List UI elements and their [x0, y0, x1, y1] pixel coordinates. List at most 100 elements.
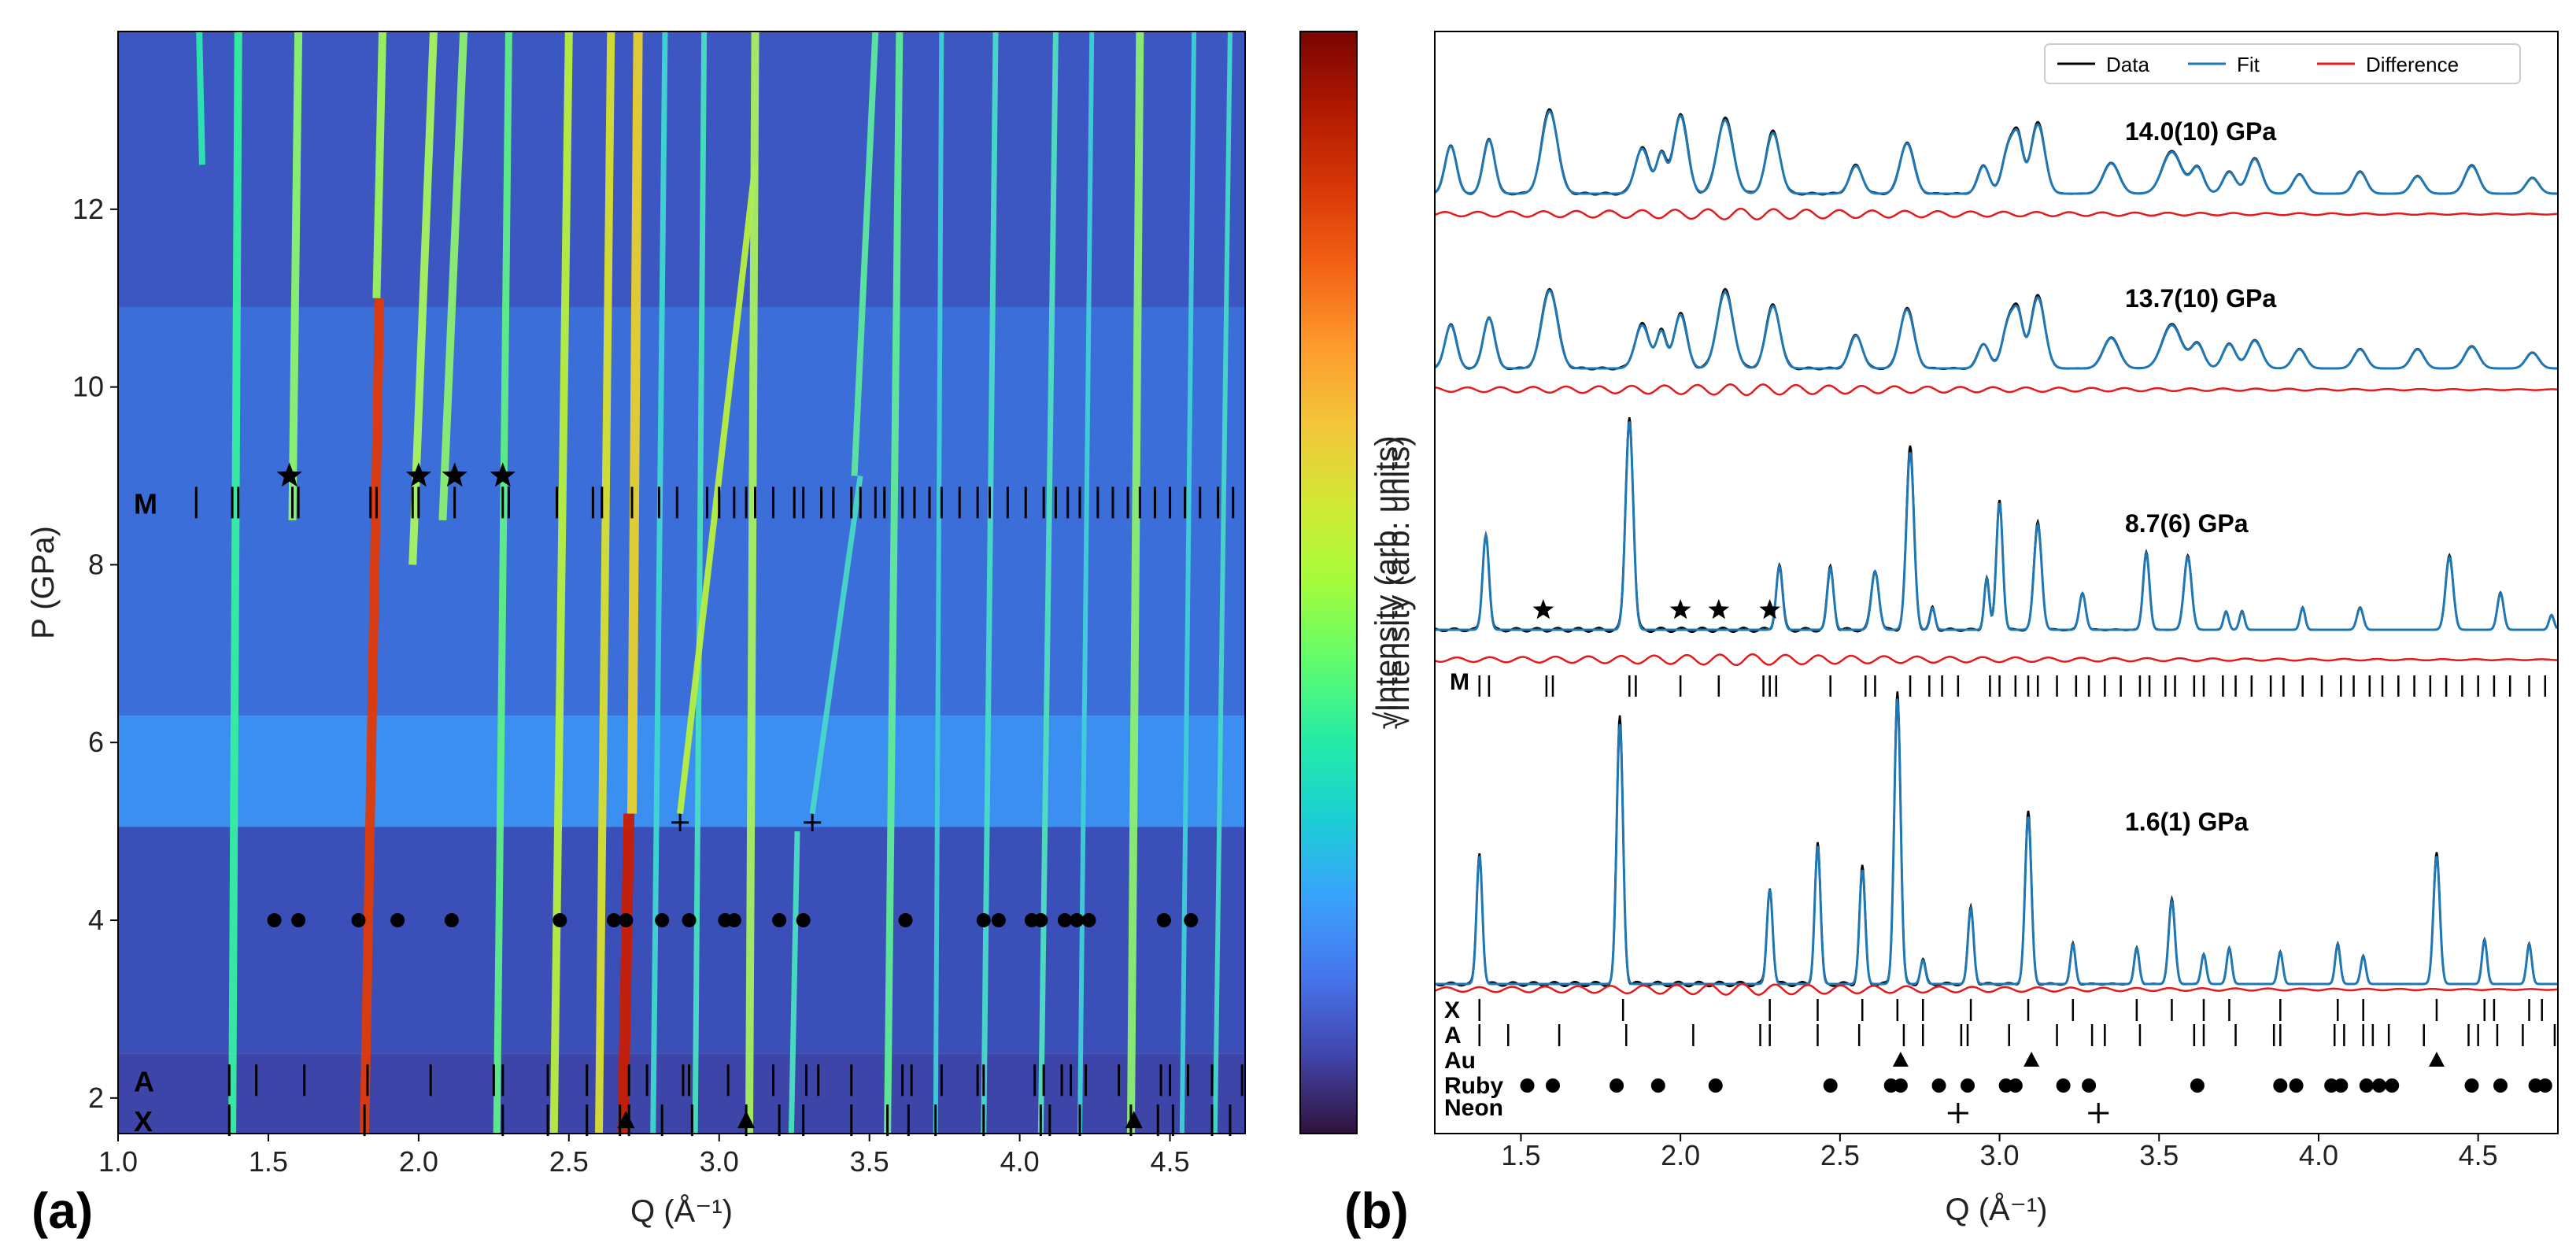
y-axis-label-b: √Intensity (arb. units) — [1381, 435, 1416, 729]
ruby-dot-5 — [553, 913, 567, 928]
x-tick-label-b-3: 3.0 — [1980, 1139, 2020, 1171]
x-tick-label-a-3: 2.5 — [549, 1145, 589, 1178]
phase-triangle-0 — [1892, 1052, 1909, 1067]
ruby-dot-14 — [898, 913, 913, 928]
row-label-X: X — [134, 1105, 153, 1137]
intensity-streak-3 — [360, 298, 385, 1134]
intensity-streak-25 — [1179, 31, 1197, 1134]
x-axis-label-b: Q (Å⁻¹) — [1946, 1192, 2048, 1227]
intensity-streak-19 — [884, 31, 904, 1134]
x-tick-label-a-0: 1.0 — [98, 1145, 138, 1178]
pressure-label-2: 8.7(6) GPa — [2125, 509, 2249, 538]
y-tick-label-a-5: 12 — [72, 193, 104, 225]
phase-dot-11 — [2008, 1078, 2023, 1093]
ruby-dot-6 — [607, 913, 622, 928]
ruby-dot-7 — [619, 913, 634, 928]
panel-label-b: (b) — [1344, 1182, 1409, 1239]
ruby-dot-3 — [390, 913, 405, 928]
star-marker-b-1 — [1669, 599, 1691, 620]
intensity-streak-10 — [617, 813, 635, 1134]
phase-dot-2 — [1610, 1078, 1624, 1093]
intensity-streak-13 — [692, 31, 708, 1134]
phase-dot-23 — [2493, 1078, 2508, 1093]
x-tick-label-b-1: 2.0 — [1661, 1139, 1700, 1171]
star-marker-b-0 — [1532, 599, 1554, 620]
background-band-1 — [118, 827, 1245, 1054]
phase-dot-19 — [2359, 1078, 2374, 1093]
y-tick-label-a-3: 8 — [88, 548, 104, 580]
intensity-streak-17 — [788, 831, 800, 1134]
phase-dot-21 — [2385, 1078, 2400, 1093]
phase-dot-18 — [2334, 1078, 2349, 1093]
phase-dot-20 — [2371, 1078, 2386, 1093]
y-tick-label-a-0: 2 — [88, 1082, 104, 1114]
star-marker-0 — [276, 462, 302, 487]
y-tick-label-a-4: 10 — [72, 371, 104, 403]
fit-curve-0 — [1435, 109, 2557, 195]
x-tick-label-b-4: 3.5 — [2139, 1139, 2179, 1171]
difference-curve-3 — [1435, 982, 2558, 996]
data-curve-1 — [1435, 287, 2557, 371]
ruby-dot-8 — [655, 913, 670, 928]
intensity-streak-21 — [981, 31, 999, 1134]
intensity-streak-8 — [549, 31, 573, 1134]
intensity-streak-26 — [1212, 31, 1233, 1134]
legend-entry-1: Fit — [2237, 53, 2260, 76]
ruby-dot-11 — [726, 913, 741, 928]
phase-dot-8 — [1931, 1078, 1946, 1093]
colorbar-label: √Intensity (arb. units) — [1369, 435, 1404, 729]
panel-b-patterns: 14.0(10) GPa 13.7(10) GPa 8.7(6) GPa 1.6(1)… — [1381, 31, 2559, 1227]
phase-plus-0 — [1947, 1103, 1968, 1123]
plot-frame-b — [1434, 31, 2559, 1134]
ruby-dot-22 — [1156, 913, 1171, 928]
row-label-M: M — [134, 487, 157, 520]
intensity-streak-14 — [677, 164, 759, 815]
au-triangle-0 — [617, 1111, 635, 1129]
fit-curve-1 — [1435, 289, 2557, 370]
legend: Data Fit Difference — [2044, 43, 2521, 84]
phase-dot-0 — [1520, 1078, 1535, 1093]
ruby-dot-9 — [682, 913, 697, 928]
x-axis-label-a: Q (Å⁻¹) — [630, 1193, 733, 1229]
background-band-0 — [118, 1053, 1245, 1134]
intensity-streak-7 — [493, 31, 512, 1134]
x-tick-label-a-5: 3.5 — [850, 1145, 889, 1178]
x-tick-label-a-6: 4.0 — [1000, 1145, 1040, 1178]
phase-plus-1 — [2088, 1103, 2109, 1123]
panel-label-a: (a) — [31, 1182, 93, 1239]
colorbar: √Intensity (arb. units) — [1299, 31, 1404, 1134]
data-curve-0 — [1435, 108, 2557, 196]
plot-frame-a — [117, 31, 1246, 1134]
star-marker-1 — [405, 462, 431, 487]
intensity-streak-11 — [626, 31, 643, 814]
phase-dot-25 — [2537, 1078, 2552, 1093]
heatmap-body — [118, 31, 1245, 1134]
phase-triangle-2 — [2428, 1052, 2445, 1067]
intensity-streak-23 — [1077, 31, 1095, 1134]
intensity-streak-24 — [1126, 31, 1144, 1134]
au-triangle-1 — [737, 1111, 756, 1129]
pressure-label-1: 13.7(10) GPa — [2125, 284, 2276, 313]
ruby-dot-0 — [267, 913, 282, 928]
x-tick-label-a-7: 4.5 — [1151, 1145, 1190, 1178]
phase-dot-16 — [2289, 1078, 2304, 1093]
fit-curve-2 — [1435, 421, 2558, 631]
ruby-dot-19 — [1057, 913, 1072, 928]
intensity-streak-22 — [1037, 31, 1059, 1134]
phase-label-Neon: Neon — [1444, 1095, 1503, 1121]
y-tick-label-a-1: 4 — [88, 904, 104, 936]
ruby-dot-20 — [1070, 913, 1085, 928]
x-tick-label-a-2: 2.0 — [399, 1145, 438, 1178]
star-marker-2 — [442, 462, 468, 487]
x-tick-label-b-6: 4.5 — [2459, 1139, 2498, 1171]
data-curve-3 — [1435, 691, 2557, 988]
colorbar-bar — [1299, 31, 1358, 1134]
row-label-b-M: M — [1450, 669, 1469, 695]
background-band-4 — [118, 31, 1245, 307]
intensity-streak-12 — [650, 31, 668, 1134]
phase-dot-7 — [1893, 1078, 1908, 1093]
row-label-A: A — [134, 1065, 154, 1097]
panel-a-heatmap: M AX 1.0 1.5 2.0 2.5 3.0 3.5 4.0 4.5 2 4 6 8 10 12 Q (Å⁻… — [26, 31, 1246, 1229]
star-marker-3 — [490, 462, 516, 487]
phase-dot-13 — [2082, 1078, 2097, 1093]
